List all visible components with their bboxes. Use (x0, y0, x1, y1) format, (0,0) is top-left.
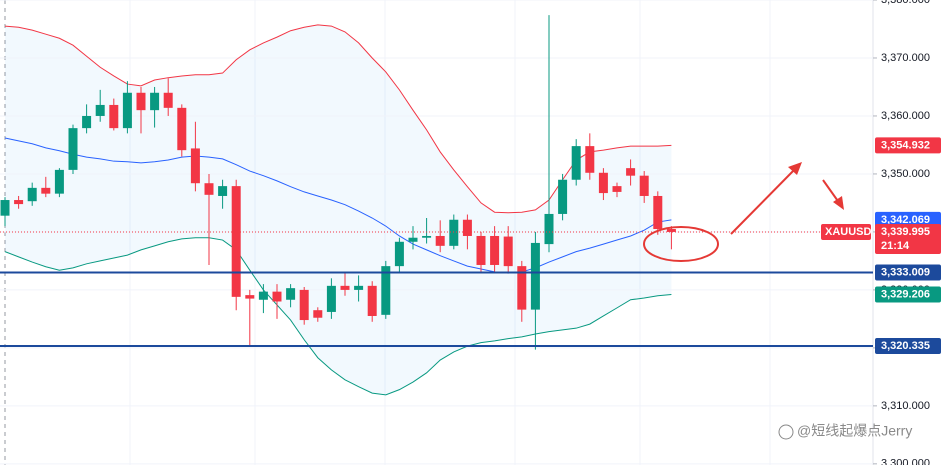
candle-body (231, 186, 241, 297)
candle-body (544, 213, 554, 245)
candle-body (122, 92, 132, 129)
candle-body (558, 179, 568, 214)
candle-body (14, 200, 24, 205)
candle-body (476, 235, 486, 265)
candle-body (326, 285, 336, 312)
candle-body (394, 241, 404, 267)
symbol-tag-box (821, 223, 871, 240)
watermark-icon (778, 424, 794, 440)
band-line (4, 237, 672, 396)
candle-body (27, 187, 37, 202)
arrow-head (788, 162, 802, 175)
candle-body (408, 237, 418, 242)
price-label: 3,333.009 (881, 266, 930, 278)
y-tick-label: 3,380.000 (881, 0, 930, 6)
arrow (730, 165, 799, 235)
candle-body (462, 219, 472, 236)
band-label: 3,354.932 (881, 139, 930, 151)
candle-body (639, 175, 649, 196)
band-label-box (875, 137, 941, 154)
candle-body (435, 235, 445, 246)
candle-body (0, 200, 10, 216)
candle-body (490, 235, 500, 265)
countdown: 21:14 (881, 240, 910, 252)
candle-body (109, 104, 119, 129)
candle-body (381, 266, 391, 315)
candle-body (95, 104, 105, 116)
candle-body (204, 183, 214, 195)
current-price-label: 3,339.995 (881, 226, 930, 238)
y-tick-label: 3,350.000 (881, 168, 930, 180)
candle-body (449, 219, 459, 246)
candle-body (354, 285, 364, 290)
price-label-box (875, 264, 941, 281)
candle-body (612, 186, 622, 192)
y-tick-label: 3,310.000 (881, 400, 930, 412)
y-tick-label: 3,360.000 (881, 110, 930, 122)
y-tick-label: 3,300.000 (881, 458, 930, 465)
candle-body (177, 107, 187, 151)
candle-body (422, 235, 432, 238)
candle-body (41, 187, 51, 194)
candle-body (571, 146, 581, 180)
current-price-box (875, 223, 941, 254)
candle-body (530, 242, 540, 310)
candle-body (313, 310, 323, 318)
candle-body (245, 295, 255, 299)
candle-body (299, 289, 309, 321)
band-fill (5, 24, 672, 395)
price-label: 3,320.335 (881, 340, 930, 352)
watermark: @短线起爆点Jerry (797, 423, 912, 439)
symbol-tag: XAUUSD (825, 226, 872, 238)
candle-body (653, 195, 663, 230)
candle-body (218, 186, 228, 196)
candle-body (190, 148, 200, 184)
band-label: 3,342.069 (881, 214, 930, 226)
y-tick-label: 3,370.000 (881, 52, 930, 64)
band-label-box (875, 286, 941, 303)
candle-body (626, 168, 636, 176)
candle-body (367, 285, 377, 316)
annotations (643, 162, 844, 262)
candle-body (150, 92, 160, 111)
candle-body (163, 92, 173, 108)
candle-body (82, 115, 92, 129)
price-label-box (875, 337, 941, 354)
band-line (4, 137, 672, 274)
band-label: 3,329.206 (881, 288, 930, 300)
band-label-box (875, 211, 941, 228)
candle-body (598, 172, 608, 194)
arrow-head (833, 196, 844, 210)
candle-body (136, 92, 146, 111)
candle-body (666, 229, 676, 232)
candle-body (340, 285, 350, 290)
candle-body (517, 266, 527, 310)
candle-body (272, 291, 282, 302)
candle-body (503, 236, 513, 267)
candle-body (585, 146, 595, 173)
candle-body (54, 169, 64, 194)
candle-body (68, 128, 78, 170)
highlight-ellipse (643, 226, 719, 262)
candle-body (258, 291, 268, 300)
candle-body (286, 288, 296, 300)
